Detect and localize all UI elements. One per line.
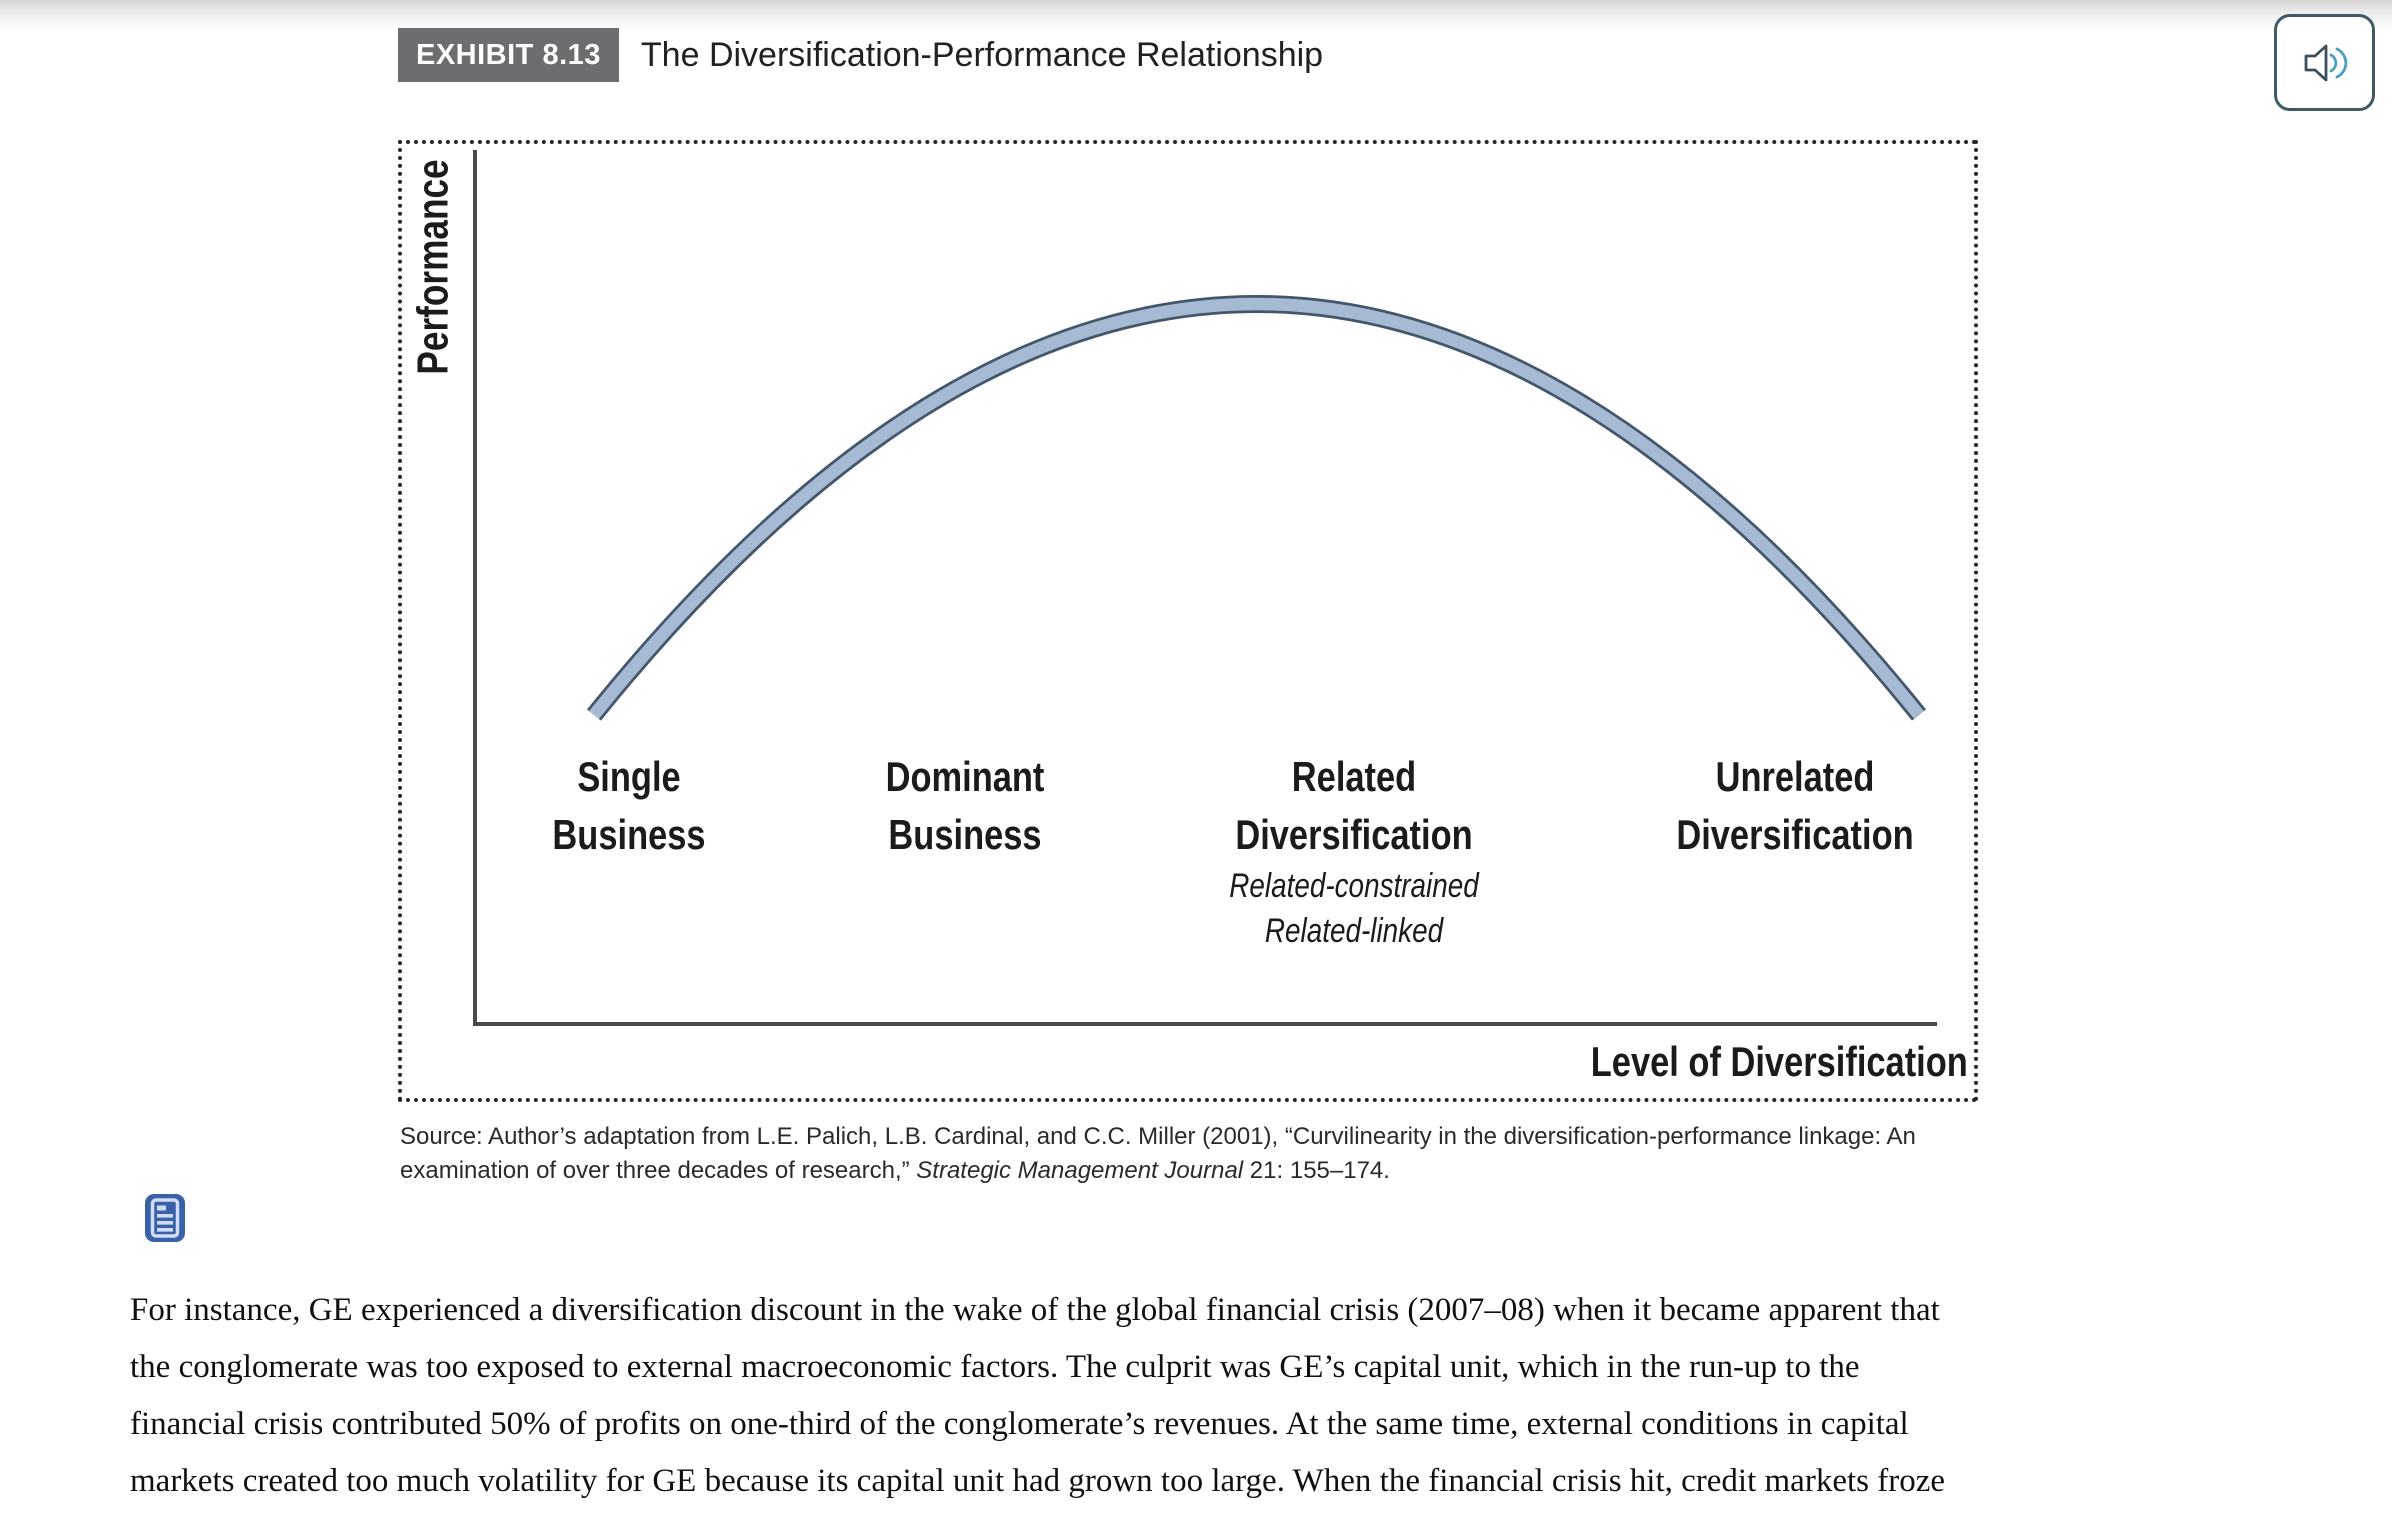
body-paragraph: For instance, GE experienced a diversifi… [130,1282,1945,1516]
source-line2-pre: examination of over three decades of res… [400,1157,917,1184]
read-aloud-button[interactable] [2274,14,2375,111]
paragraph-line-clipped: and GE’s large capital unit exposed the … [130,1510,1945,1516]
speaker-icon [2304,44,2347,81]
source-journal-name: Strategic Management Journal [916,1157,1244,1184]
paragraph-line: markets created too much volatility for … [130,1463,1945,1499]
inverted-u-curve [586,295,1927,721]
curve-fill [589,297,1924,719]
source-caption: Source: Author’s adaptation from L.E. Pa… [400,1120,2040,1188]
exhibit-title: The Diversification-Performance Relation… [640,35,1324,74]
note-icon [145,1194,185,1242]
source-line2-post: 21: 155–174. [1243,1157,1390,1184]
top-shadow-divider [0,0,2392,30]
paragraph-line: For instance, GE experienced a diversifi… [130,1292,1940,1328]
paragraph-line: the conglomerate was too exposed to exte… [130,1349,1860,1385]
annotation-note-button[interactable] [144,1193,188,1245]
exhibit-header: EXHIBIT 8.13 The Diversification-Perform… [398,28,1323,82]
y-axis-label: Performance [408,159,458,375]
x-axis-line [473,1022,1937,1026]
x-axis-label: Level of Diversification [1590,1038,1968,1085]
source-line1: Source: Author’s adaptation from L.E. Pa… [400,1123,1916,1150]
exhibit-badge: EXHIBIT 8.13 [398,28,619,82]
paragraph-line: financial crisis contributed 50% of prof… [130,1406,1909,1442]
y-axis-line [473,150,477,1026]
diversification-performance-chart: Performance Level of Diversification Sin… [398,140,1978,1102]
